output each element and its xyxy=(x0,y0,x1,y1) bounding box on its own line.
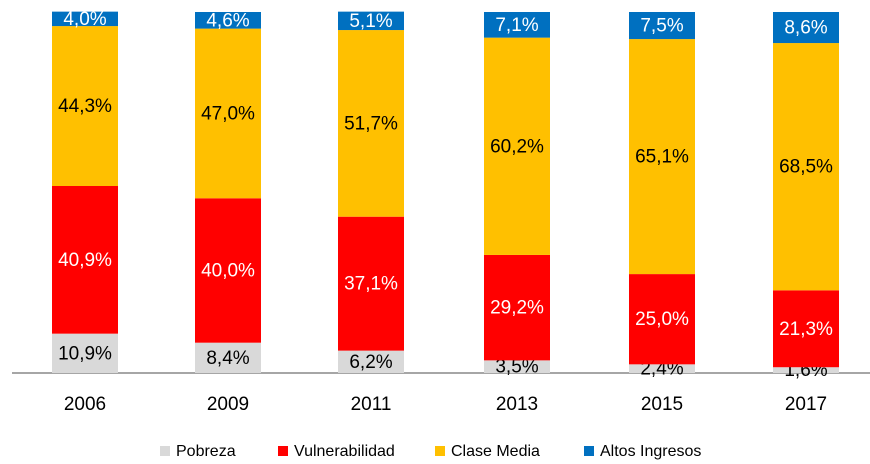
legend-label: Altos Ingresos xyxy=(600,443,701,460)
bar-segment xyxy=(773,12,839,44)
bar-segment xyxy=(338,216,404,351)
data-label: 5,1% xyxy=(349,11,392,32)
bar-segment xyxy=(484,37,550,255)
bar-segment xyxy=(52,333,118,373)
x-tick-label: 2009 xyxy=(207,394,249,415)
bar-segment xyxy=(629,364,695,373)
x-tick-label: 2011 xyxy=(351,394,392,415)
bar-segment xyxy=(195,28,261,199)
bar-segment xyxy=(484,12,550,38)
data-label: 25,0% xyxy=(635,309,689,330)
bar-segment xyxy=(484,360,550,373)
data-label: 6,2% xyxy=(349,352,392,373)
data-label: 8,6% xyxy=(784,18,827,39)
legend-swatch xyxy=(435,446,445,456)
legend-label: Clase Media xyxy=(451,443,540,460)
legend-label: Vulnerabilidad xyxy=(294,443,395,460)
bar-segment xyxy=(338,350,404,373)
data-label: 10,9% xyxy=(58,343,112,364)
data-label: 47,0% xyxy=(201,103,255,124)
data-label: 21,3% xyxy=(779,319,833,340)
x-tick-label: 2006 xyxy=(64,394,106,415)
data-label: 7,5% xyxy=(640,16,683,37)
data-label: 65,1% xyxy=(635,147,689,168)
bar-segment xyxy=(773,367,839,373)
bar-segment xyxy=(629,274,695,365)
bar-segment xyxy=(195,198,261,343)
bar-segment xyxy=(773,43,839,291)
x-tick-label: 2015 xyxy=(641,394,683,415)
bar-segment xyxy=(773,290,839,368)
data-label: 8,4% xyxy=(206,348,249,369)
x-tick-label: 2017 xyxy=(785,394,827,415)
bar-segment xyxy=(629,12,695,40)
data-label: 7,1% xyxy=(495,15,538,36)
data-label: 68,5% xyxy=(779,157,833,178)
data-label: 60,2% xyxy=(490,136,544,157)
bar-segment xyxy=(52,186,118,334)
data-label: 29,2% xyxy=(490,298,544,319)
bar-segment xyxy=(195,12,261,29)
legend-swatch xyxy=(278,446,288,456)
bar-segment xyxy=(52,11,118,27)
data-label: 37,1% xyxy=(344,274,398,295)
data-label: 4,6% xyxy=(206,10,249,31)
bar-segment xyxy=(195,342,261,373)
data-label: 3,5% xyxy=(495,357,538,378)
bar-segment xyxy=(52,26,118,187)
data-label: 40,9% xyxy=(58,250,112,271)
data-label: 44,3% xyxy=(58,96,112,117)
data-label: 40,0% xyxy=(201,260,255,281)
data-label: 51,7% xyxy=(344,113,398,134)
legend-label: Pobreza xyxy=(176,443,236,460)
bar-segment xyxy=(484,254,550,361)
data-label: 4,0% xyxy=(63,9,106,30)
x-tick-label: 2013 xyxy=(496,394,538,415)
legend-swatch xyxy=(160,446,170,456)
bar-segment xyxy=(338,30,404,217)
legend-swatch xyxy=(584,446,594,456)
bar-segment xyxy=(629,39,695,275)
bar-segment xyxy=(338,11,404,31)
